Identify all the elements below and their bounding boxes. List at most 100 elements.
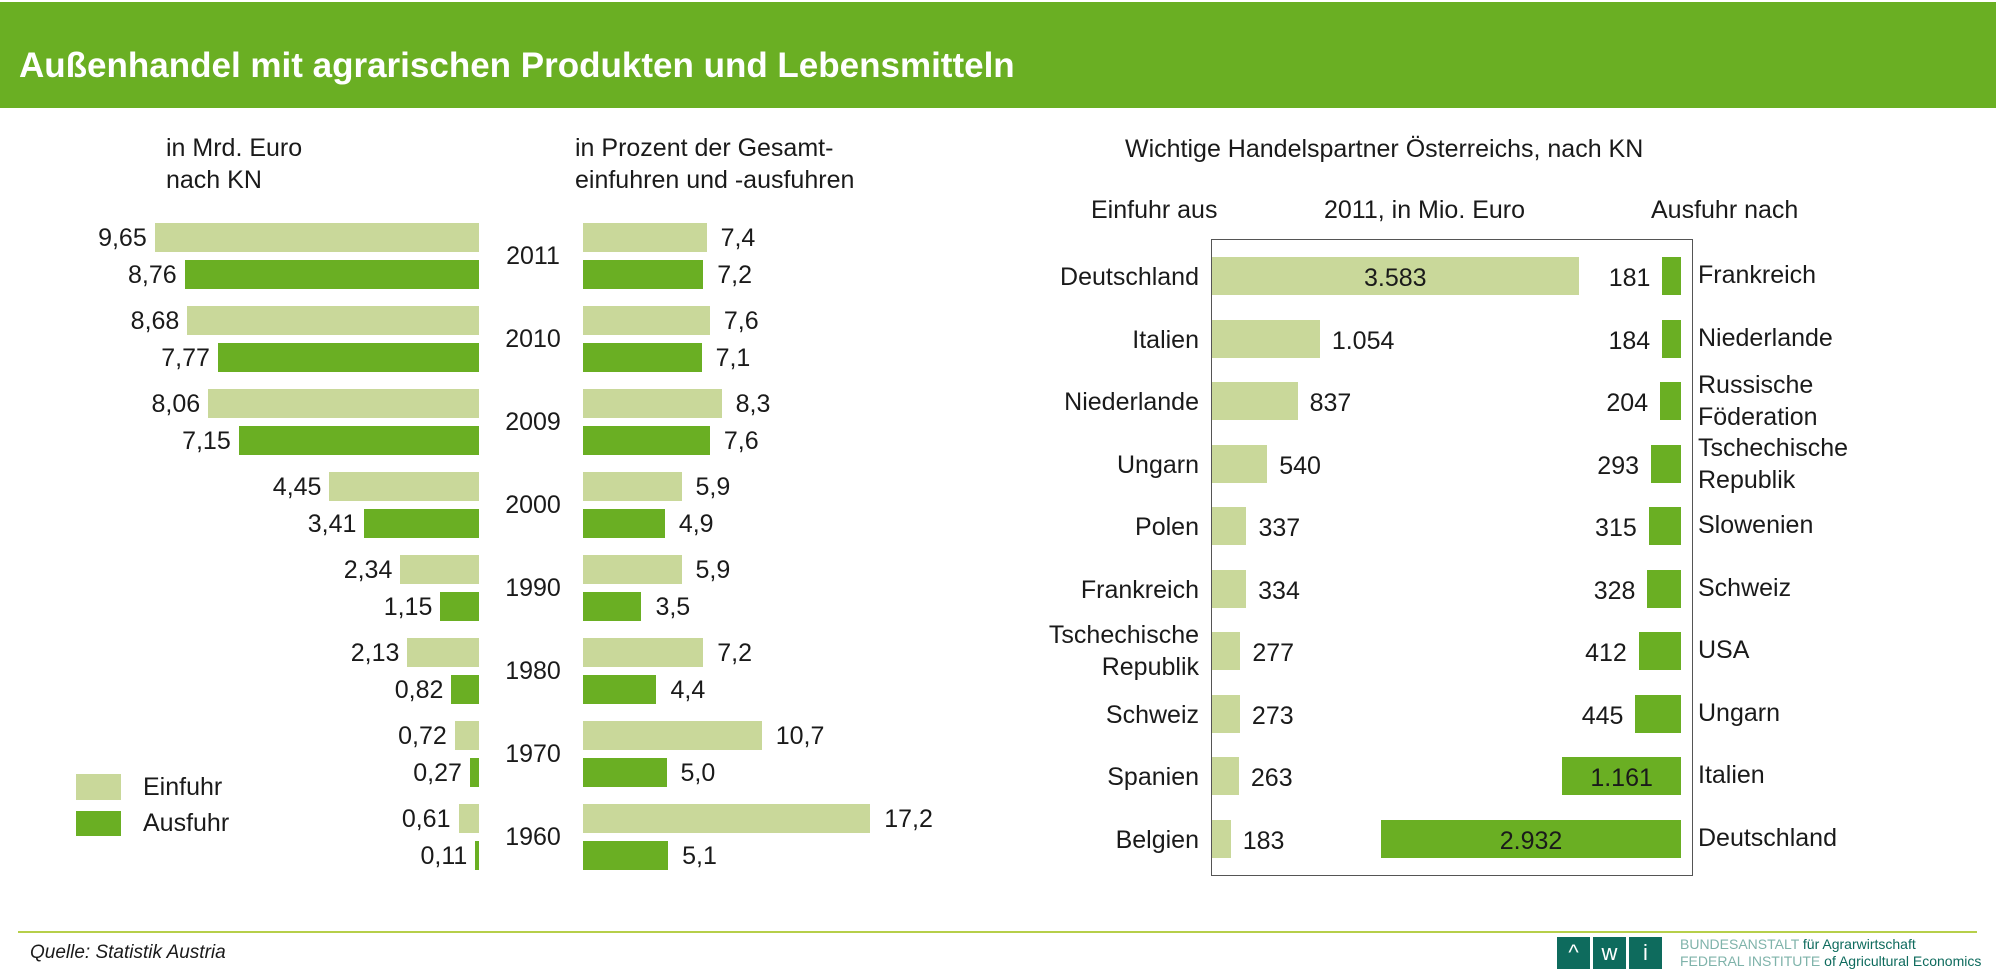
bar-einfuhr xyxy=(154,223,479,252)
value-label: 837 xyxy=(1309,389,1352,417)
value-label: 7,4 xyxy=(720,224,756,252)
country-label-einfuhr: Frankreich xyxy=(1080,575,1199,604)
value-label: 334 xyxy=(1258,576,1300,605)
value-label: 7,2 xyxy=(717,639,752,667)
legend-label-ausfuhr: Ausfuhr xyxy=(143,809,230,837)
bar-einfuhr xyxy=(1212,819,1231,858)
source-note: Quelle: Statistik Austria xyxy=(30,942,226,963)
country-label-ausfuhr: Niederlande xyxy=(1698,323,1833,352)
value-label: 293 xyxy=(1597,451,1640,480)
value-label: 7,2 xyxy=(717,261,752,289)
legend-swatch-einfuhr xyxy=(76,774,121,800)
bar-ausfuhr xyxy=(583,675,657,704)
bar-einfuhr xyxy=(583,389,722,418)
value-label: 9,65 xyxy=(98,224,147,252)
value-label: 8,76 xyxy=(127,261,177,289)
country-label-einfuhr: Schweiz xyxy=(1105,700,1199,729)
bar-einfuhr xyxy=(208,389,479,418)
value-label: 412 xyxy=(1585,639,1627,667)
bar-ausfuhr xyxy=(364,509,479,538)
bar-einfuhr xyxy=(583,472,682,501)
bar-einfuhr xyxy=(1212,382,1298,420)
value-label: 263 xyxy=(1250,764,1293,792)
bar-ausfuhr xyxy=(1635,694,1681,733)
logo-letter: w xyxy=(1593,937,1626,969)
bar-ausfuhr xyxy=(583,260,704,289)
bar-ausfuhr xyxy=(469,758,479,787)
value-label: 1.161 xyxy=(1590,764,1653,792)
bar-einfuhr xyxy=(400,555,479,584)
country-label-ausfuhr: Russische Föderation xyxy=(1698,371,1818,431)
bar-einfuhr xyxy=(583,638,704,667)
logo-text-line1: BUNDESANSTALT für Agrarwirtschaft xyxy=(1680,936,1916,952)
country-label-ausfuhr: Tschechische Republik xyxy=(1698,433,1849,494)
value-label: 337 xyxy=(1258,514,1301,542)
value-label: 7,77 xyxy=(161,344,210,372)
value-label: 1,15 xyxy=(383,593,433,621)
year-label: 1980 xyxy=(505,657,561,685)
logo-text: of Agricultural Economics xyxy=(1824,953,1982,969)
value-label: 273 xyxy=(1251,701,1294,730)
value-label: 3,5 xyxy=(655,593,691,621)
bar-einfuhr xyxy=(583,223,707,252)
bar-ausfuhr xyxy=(184,260,479,289)
value-label: 7,1 xyxy=(715,344,751,372)
country-label-einfuhr: Ungarn xyxy=(1117,450,1199,479)
bar-einfuhr xyxy=(1212,507,1247,545)
year-label: 2009 xyxy=(505,408,561,436)
year-label: 1960 xyxy=(505,823,561,851)
bar-ausfuhr xyxy=(1648,507,1681,545)
bar-ausfuhr xyxy=(1651,444,1681,483)
value-label: 204 xyxy=(1606,389,1649,417)
country-label-einfuhr: Spanien xyxy=(1107,763,1199,791)
legend-swatch-ausfuhr xyxy=(76,811,121,836)
country-label-ausfuhr: Frankreich xyxy=(1698,261,1817,289)
bar-ausfuhr xyxy=(583,592,642,621)
value-label: 2.932 xyxy=(1499,826,1563,855)
country-label-einfuhr: Italien xyxy=(1132,325,1199,354)
bar-einfuhr xyxy=(187,306,479,335)
value-label: 540 xyxy=(1279,451,1321,480)
value-label: 2,34 xyxy=(343,556,393,584)
chart3-right-heading: Ausfuhr nach xyxy=(1651,196,1799,224)
year-label: 2000 xyxy=(505,491,561,519)
chart1-title: in Mrd. Euro nach KN xyxy=(166,134,303,194)
bar-ausfuhr xyxy=(217,343,479,372)
country-label-ausfuhr: Slowenien xyxy=(1698,511,1814,539)
header-bar xyxy=(0,2,1996,108)
legend-label-einfuhr: Einfuhr xyxy=(143,773,223,801)
logo-letter: i xyxy=(1629,937,1662,969)
bar-einfuhr xyxy=(1212,257,1579,295)
country-label-einfuhr: Niederlande xyxy=(1064,388,1199,416)
value-label: 5,9 xyxy=(695,556,731,584)
value-label: 4,45 xyxy=(272,473,322,501)
bar-einfuhr xyxy=(583,721,762,750)
bar-ausfuhr xyxy=(583,509,665,538)
chart3-subtitle: 2011, in Mio. Euro xyxy=(1324,196,1526,224)
logo-letter: ^ xyxy=(1557,937,1590,969)
value-label: 7,6 xyxy=(723,307,759,335)
bar-einfuhr xyxy=(1212,319,1320,358)
value-label: 328 xyxy=(1593,576,1636,605)
value-label: 0,61 xyxy=(401,805,451,833)
value-label: 277 xyxy=(1252,639,1295,667)
bar-einfuhr xyxy=(1212,757,1239,795)
value-label: 3,41 xyxy=(307,510,357,538)
value-label: 3.583 xyxy=(1363,264,1427,292)
chart3-frame xyxy=(1211,239,1693,876)
value-label: 0,82 xyxy=(394,676,444,704)
logo-text: für Agrarwirtschaft xyxy=(1802,936,1916,952)
bar-einfuhr xyxy=(583,306,710,335)
bar-einfuhr xyxy=(454,721,479,750)
bar-ausfuhr xyxy=(583,426,710,455)
bar-einfuhr xyxy=(583,804,871,833)
year-label: 1970 xyxy=(505,740,561,768)
bar-ausfuhr xyxy=(1660,382,1681,420)
bar-ausfuhr xyxy=(1647,569,1681,608)
value-label: 0,72 xyxy=(398,722,447,750)
page-title: Außenhandel mit agrarischen Produkten un… xyxy=(19,46,1015,85)
bar-ausfuhr xyxy=(238,426,479,455)
bar-einfuhr xyxy=(1212,632,1241,670)
value-label: 0,11 xyxy=(420,842,468,870)
